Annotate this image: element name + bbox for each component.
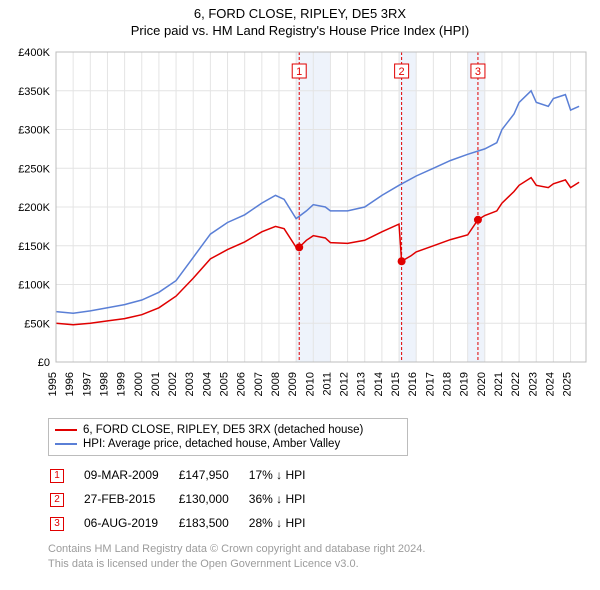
svg-text:£50K: £50K <box>24 318 50 330</box>
svg-text:2020: 2020 <box>476 372 488 396</box>
legend-swatch <box>55 443 77 445</box>
svg-text:2011: 2011 <box>321 372 333 396</box>
svg-text:2009: 2009 <box>287 372 299 396</box>
svg-text:£250K: £250K <box>18 163 50 175</box>
svg-text:2000: 2000 <box>133 372 145 396</box>
svg-text:2025: 2025 <box>562 372 574 396</box>
legend: 6, FORD CLOSE, RIPLEY, DE5 3RX (detached… <box>48 418 408 456</box>
svg-text:2002: 2002 <box>167 372 179 396</box>
legend-item: 6, FORD CLOSE, RIPLEY, DE5 3RX (detached… <box>55 423 401 437</box>
sale-index-badge: 3 <box>50 517 64 531</box>
svg-text:£300K: £300K <box>18 125 50 137</box>
sale-price: £130,000 <box>179 488 247 510</box>
svg-text:3: 3 <box>475 66 481 78</box>
svg-text:2018: 2018 <box>441 372 453 396</box>
chart-subtitle: Price paid vs. HM Land Registry's House … <box>8 23 592 38</box>
svg-text:2012: 2012 <box>339 372 351 396</box>
sale-date: 06-AUG-2019 <box>84 512 177 534</box>
svg-text:2017: 2017 <box>424 372 436 396</box>
svg-text:£350K: £350K <box>18 86 50 98</box>
svg-text:2019: 2019 <box>459 372 471 396</box>
svg-text:2016: 2016 <box>407 372 419 396</box>
svg-text:2004: 2004 <box>201 372 213 396</box>
legend-swatch <box>55 429 77 431</box>
sale-date: 09-MAR-2009 <box>84 464 177 486</box>
sale-row: 1 09-MAR-2009£147,95017% ↓ HPI <box>50 464 323 486</box>
svg-text:2021: 2021 <box>493 372 505 396</box>
svg-text:2023: 2023 <box>527 372 539 396</box>
sale-row: 2 27-FEB-2015£130,00036% ↓ HPI <box>50 488 323 510</box>
sale-row: 3 06-AUG-2019£183,50028% ↓ HPI <box>50 512 323 534</box>
svg-text:1996: 1996 <box>64 372 76 396</box>
svg-text:£150K: £150K <box>18 241 50 253</box>
svg-text:2008: 2008 <box>270 372 282 396</box>
chart-title: 6, FORD CLOSE, RIPLEY, DE5 3RX <box>8 6 592 21</box>
svg-text:1999: 1999 <box>116 372 128 396</box>
sales-table: 1 09-MAR-2009£147,95017% ↓ HPI 2 27-FEB-201… <box>48 462 325 536</box>
svg-text:2007: 2007 <box>253 372 265 396</box>
svg-text:2: 2 <box>399 66 405 78</box>
attribution-line2: This data is licensed under the Open Gov… <box>48 557 592 572</box>
svg-text:2006: 2006 <box>236 372 248 396</box>
svg-text:2015: 2015 <box>390 372 402 396</box>
svg-text:£100K: £100K <box>18 280 50 292</box>
price-chart: £0 £50K £100K £150K £200K £250K £300K £350K £400… <box>8 44 592 414</box>
attribution-line1: Contains HM Land Registry data © Crown c… <box>48 542 592 557</box>
svg-text:2001: 2001 <box>150 372 162 396</box>
svg-text:2005: 2005 <box>219 372 231 396</box>
svg-text:1: 1 <box>296 66 302 78</box>
legend-label: HPI: Average price, detached house, Ambe… <box>83 438 340 450</box>
sale-price: £147,950 <box>179 464 247 486</box>
svg-text:£0: £0 <box>38 357 50 369</box>
svg-text:2024: 2024 <box>544 372 556 396</box>
svg-text:£400K: £400K <box>18 47 50 59</box>
legend-label: 6, FORD CLOSE, RIPLEY, DE5 3RX (detached… <box>83 424 363 436</box>
svg-text:2003: 2003 <box>184 372 196 396</box>
sale-delta: 28% ↓ HPI <box>249 512 324 534</box>
svg-text:2013: 2013 <box>356 372 368 396</box>
svg-text:2010: 2010 <box>304 372 316 396</box>
svg-text:2022: 2022 <box>510 372 522 396</box>
legend-item: HPI: Average price, detached house, Ambe… <box>55 437 401 451</box>
sale-index-badge: 2 <box>50 493 64 507</box>
svg-text:1997: 1997 <box>81 372 93 396</box>
sale-delta: 17% ↓ HPI <box>249 464 324 486</box>
svg-text:1995: 1995 <box>47 372 59 396</box>
svg-text:2014: 2014 <box>373 372 385 396</box>
sale-index-badge: 1 <box>50 469 64 483</box>
attribution: Contains HM Land Registry data © Crown c… <box>48 542 592 572</box>
sale-delta: 36% ↓ HPI <box>249 488 324 510</box>
svg-text:1998: 1998 <box>98 372 110 396</box>
sale-date: 27-FEB-2015 <box>84 488 177 510</box>
sale-price: £183,500 <box>179 512 247 534</box>
svg-text:£200K: £200K <box>18 202 50 214</box>
